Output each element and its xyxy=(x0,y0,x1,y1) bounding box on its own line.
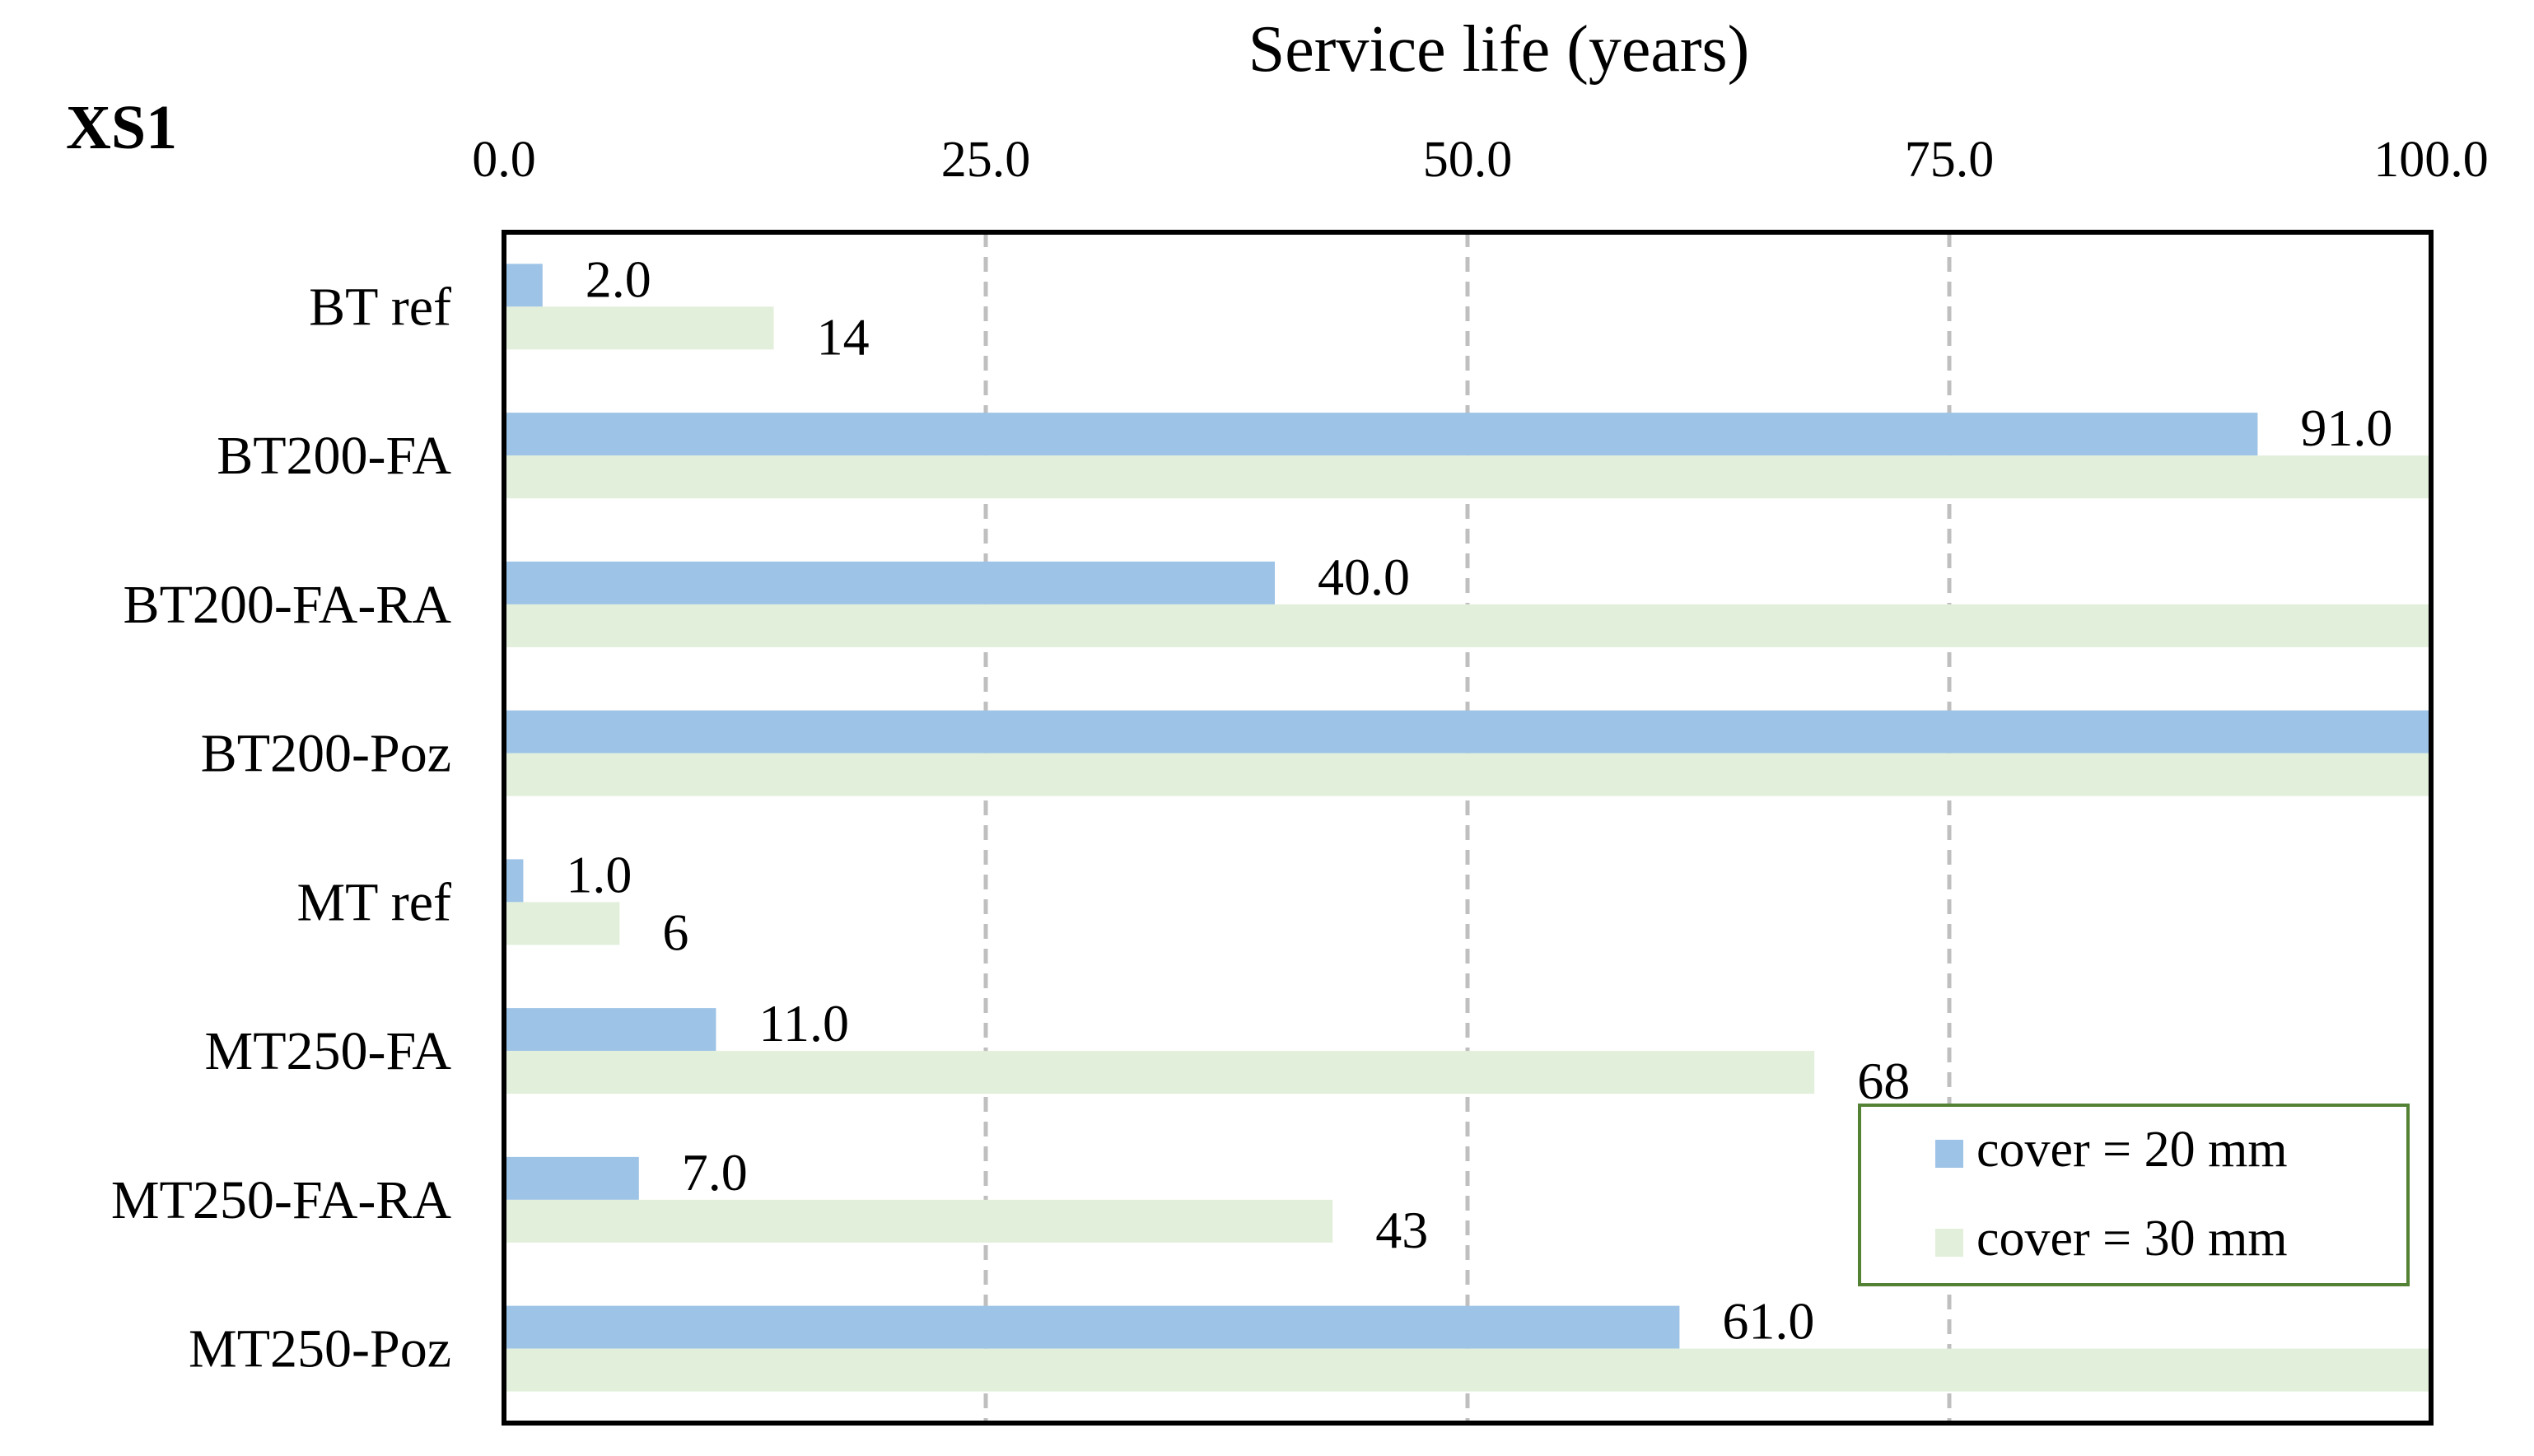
data-label-mt250-fa-ra-cover-20-mm: 7.0 xyxy=(682,1143,748,1202)
bar-bt200-fa-ra-cover-20-mm xyxy=(504,561,1275,604)
bar-bt200-fa-cover-20-mm xyxy=(504,413,2258,456)
bar-mt250-fa-cover-20-mm xyxy=(504,1008,716,1052)
data-label-bt-ref-cover-30-mm: 14 xyxy=(817,307,870,366)
bar-mt250-poz-cover-20-mm xyxy=(504,1305,1680,1349)
bar-mt-ref-cover-30-mm xyxy=(504,902,620,945)
data-label-bt200-fa-cover-20-mm: 91.0 xyxy=(2300,399,2392,457)
x-tick-label-3: 75.0 xyxy=(1905,132,1995,188)
bar-mt250-poz-cover-30-mm xyxy=(504,1348,2431,1392)
category-labels: BT ref BT200-FA BT200-FA-RA BT200-Poz MT ref… xyxy=(111,277,451,1379)
category-label-mt250-poz: MT250-Poz xyxy=(189,1319,451,1379)
category-label-bt200-fa-ra: BT200-FA-RA xyxy=(124,575,452,635)
bar-bt200-fa-ra-cover-30-mm xyxy=(504,604,2431,647)
x-tick-labels: 0.0 25.0 50.0 75.0 100.0 xyxy=(472,132,2489,188)
plot-frame xyxy=(502,230,2434,1426)
x-tick-label-2: 50.0 xyxy=(1423,132,1513,188)
data-label-bt200-fa-ra-cover-20-mm: 40.0 xyxy=(1318,548,1410,606)
legend-swatch-cover-30 xyxy=(1935,1229,1963,1257)
legend-swatch-cover-20 xyxy=(1935,1140,1963,1168)
bar-mt250-fa-cover-30-mm xyxy=(504,1051,1815,1094)
legend-label-cover-30: cover = 30 mm xyxy=(1976,1211,2288,1267)
category-label-bt200-poz: BT200-Poz xyxy=(201,724,451,784)
data-label-mt250-fa-cover-20-mm: 11.0 xyxy=(758,994,849,1052)
bar-mt250-fa-ra-cover-20-mm xyxy=(504,1156,639,1200)
panel-label: XS1 xyxy=(66,93,177,162)
x-tick-label-1: 25.0 xyxy=(941,132,1031,188)
data-labels: 2.0 14 91.0 40.0 1.0 6 11.0 68 7.0 43 61.0 xyxy=(566,250,2392,1350)
data-label-mt250-fa-cover-30-mm: 68 xyxy=(1857,1052,1910,1110)
data-label-bt-ref-cover-20-mm: 2.0 xyxy=(586,250,651,308)
data-label-mt-ref-cover-20-mm: 1.0 xyxy=(566,845,632,903)
bar-bt200-poz-cover-20-mm xyxy=(504,710,2431,754)
bars xyxy=(504,264,2431,1392)
x-tick-label-0: 0.0 xyxy=(472,132,536,188)
bar-bt-ref-cover-30-mm xyxy=(504,306,774,350)
bar-bt200-fa-cover-30-mm xyxy=(504,455,2431,499)
data-label-mt-ref-cover-30-mm: 6 xyxy=(662,903,688,961)
legend-label-cover-20: cover = 20 mm xyxy=(1976,1122,2288,1178)
gridlines xyxy=(983,232,1952,1423)
category-label-mt250-fa: MT250-FA xyxy=(205,1021,452,1081)
data-label-mt250-fa-ra-cover-30-mm: 43 xyxy=(1375,1201,1428,1259)
bar-bt200-poz-cover-30-mm xyxy=(504,753,2431,796)
category-label-mt-ref: MT ref xyxy=(296,872,451,932)
bar-mt250-fa-ra-cover-30-mm xyxy=(504,1199,1333,1243)
legend: cover = 20 mm cover = 30 mm xyxy=(1858,1104,2410,1286)
bar-mt-ref-cover-20-mm xyxy=(504,859,524,903)
category-label-mt250-fa-ra: MT250-FA-RA xyxy=(111,1170,451,1230)
x-tick-label-4: 100.0 xyxy=(2373,132,2489,188)
bar-bt-ref-cover-20-mm xyxy=(504,264,543,307)
x-axis-title: Service life (years) xyxy=(1248,13,1750,86)
category-label-bt-ref: BT ref xyxy=(309,277,451,337)
category-label-bt200-fa: BT200-FA xyxy=(217,426,451,486)
data-label-mt250-poz-cover-20-mm: 61.0 xyxy=(1722,1292,1814,1351)
